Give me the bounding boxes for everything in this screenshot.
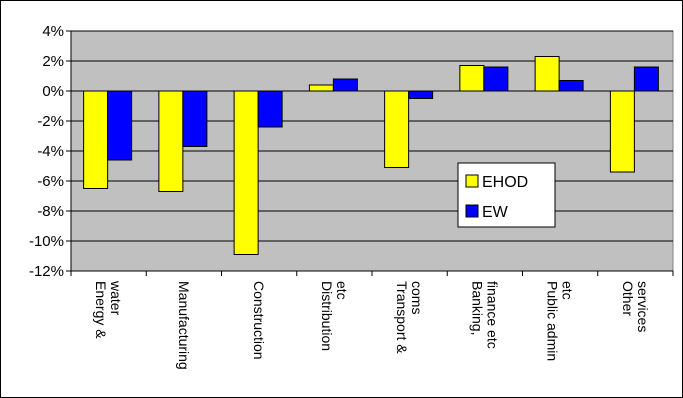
bar-ew <box>558 80 584 92</box>
category-label: Banking, <box>469 281 485 335</box>
category-label: Manufacturing <box>176 281 192 370</box>
bar-ew <box>408 90 434 99</box>
category-label: etc <box>560 281 576 300</box>
y-tick-label: -4% <box>37 143 64 160</box>
bar-ehod <box>609 90 635 173</box>
y-tick-label: -2% <box>37 113 64 130</box>
category-label: etc <box>334 281 350 300</box>
category-label: Construction <box>251 281 267 360</box>
bar-ehod <box>308 84 334 92</box>
category-label: Transport & <box>394 281 410 354</box>
bar-ehod <box>158 90 184 192</box>
bar-ehod <box>534 56 560 92</box>
bar-ew <box>182 90 208 147</box>
bar-ehod <box>384 90 410 168</box>
bar-ehod <box>459 65 485 92</box>
category-label: coms <box>409 281 425 314</box>
category-label: water <box>108 280 124 316</box>
category-label: Other <box>620 281 636 316</box>
category-label: Distribution <box>319 281 335 351</box>
bar-ehod <box>83 90 109 189</box>
category-label: Public admin <box>545 281 561 361</box>
bar-ew <box>107 90 133 161</box>
y-tick-label: -12% <box>29 263 64 280</box>
legend-label: EW <box>482 204 509 221</box>
legend-box <box>457 162 556 228</box>
legend-label: EHOD <box>482 174 528 191</box>
y-tick-label: -8% <box>37 203 64 220</box>
category-label: services <box>635 281 651 332</box>
y-tick-label: -6% <box>37 173 64 190</box>
legend-swatch <box>465 204 479 218</box>
y-tick-label: 2% <box>42 53 64 70</box>
y-tick-label: 0% <box>42 83 64 100</box>
bar-ew <box>633 66 659 92</box>
legend-swatch <box>465 174 479 188</box>
bar-ew <box>257 90 283 128</box>
y-tick-label: -10% <box>29 233 64 250</box>
bar-ew <box>483 66 509 92</box>
y-tick-label: 4% <box>42 23 64 40</box>
bar-ehod <box>233 90 259 255</box>
category-label: finance etc <box>484 281 500 349</box>
category-label: Energy & <box>93 281 109 339</box>
bar-ew <box>332 78 358 92</box>
